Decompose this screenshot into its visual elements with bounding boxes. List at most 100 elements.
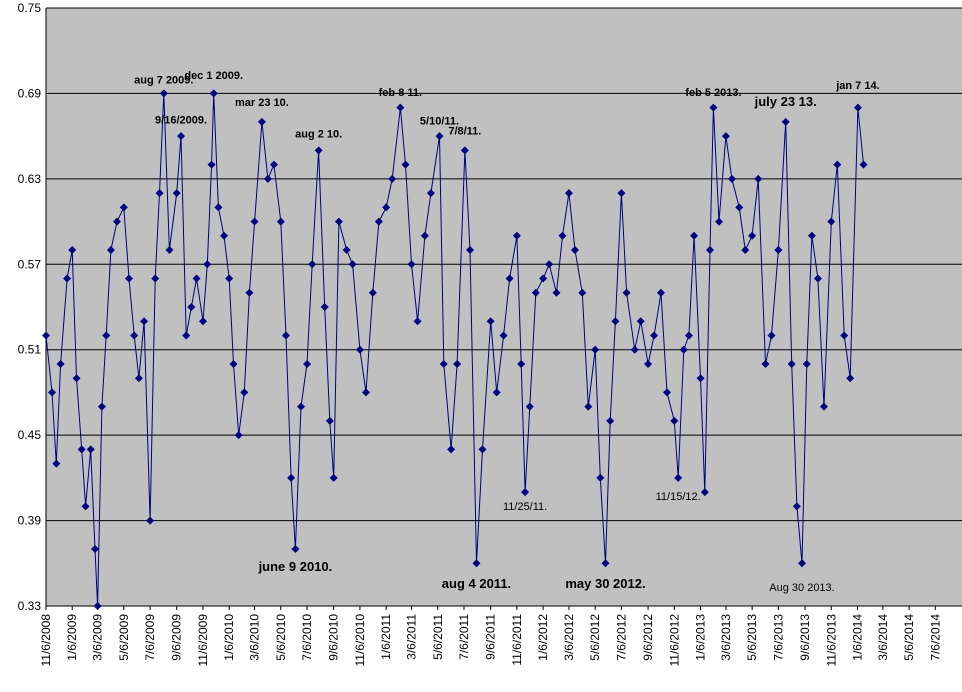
data-point bbox=[802, 359, 811, 368]
annotation-label: dec 1 2009. bbox=[184, 70, 243, 82]
data-point bbox=[584, 402, 593, 411]
data-point bbox=[119, 203, 128, 212]
data-point bbox=[361, 388, 370, 397]
x-tick-label: 5/6/2011 bbox=[431, 614, 445, 660]
data-point bbox=[696, 374, 705, 383]
x-tick-label: 5/6/2009 bbox=[117, 614, 131, 661]
y-tick-labels: 0.33 0.39 0.45 0.51 0.57 0.63 0.69 0.75 bbox=[18, 1, 42, 613]
data-point bbox=[291, 545, 300, 554]
annotation-label: jan 7 14. bbox=[835, 80, 879, 92]
data-point bbox=[151, 274, 160, 283]
x-tick-label: 3/6/2014 bbox=[876, 614, 890, 661]
data-point bbox=[134, 374, 143, 383]
x-tick-label: 3/6/2012 bbox=[562, 614, 576, 661]
data-point bbox=[229, 359, 238, 368]
data-point bbox=[281, 331, 290, 340]
annotation-label: july 23 13. bbox=[754, 94, 817, 109]
x-tick-label: 7/6/2012 bbox=[614, 614, 628, 661]
data-point bbox=[741, 246, 750, 255]
annotation-label: feb 5 2013. bbox=[685, 87, 741, 99]
data-point bbox=[303, 359, 312, 368]
annotation-label: aug 7 2009. bbox=[134, 74, 193, 86]
y-tick-label: 0.57 bbox=[18, 257, 42, 271]
x-tick-labels: 11/6/2008 1/6/2009 3/6/2009 5/6/2009 7/6/200… bbox=[39, 606, 942, 667]
x-tick-label: 7/6/2011 bbox=[457, 614, 471, 660]
x-tick-label: 11/6/2012 bbox=[667, 614, 681, 667]
data-point bbox=[130, 331, 139, 340]
x-tick-label: 7/6/2010 bbox=[300, 614, 314, 661]
data-point bbox=[320, 303, 329, 311]
data-point bbox=[827, 217, 836, 226]
x-tick-label: 3/6/2010 bbox=[248, 614, 262, 661]
data-point bbox=[662, 388, 671, 397]
data-point bbox=[611, 317, 620, 326]
data-point bbox=[42, 331, 50, 340]
x-tick-label: 5/6/2010 bbox=[274, 614, 288, 661]
data-point bbox=[72, 374, 81, 383]
data-point bbox=[102, 331, 111, 340]
y-tick-label: 0.33 bbox=[18, 599, 42, 613]
data-point bbox=[853, 103, 862, 112]
data-point bbox=[388, 174, 397, 183]
x-tick-label: 9/6/2011 bbox=[484, 614, 498, 660]
data-point bbox=[374, 217, 383, 226]
data-point bbox=[679, 345, 688, 354]
data-point bbox=[93, 602, 102, 610]
data-point bbox=[140, 317, 149, 326]
data-point bbox=[329, 473, 338, 482]
x-tick-label: 1/6/2009 bbox=[65, 614, 79, 661]
data-point bbox=[52, 459, 61, 468]
x-tick-label: 7/6/2014 bbox=[928, 614, 942, 661]
data-point bbox=[396, 103, 405, 112]
data-point bbox=[368, 288, 377, 297]
data-point bbox=[297, 402, 306, 411]
x-tick-label: 3/6/2009 bbox=[91, 614, 105, 661]
annotation-label: may 30 2012. bbox=[565, 576, 645, 591]
data-point bbox=[276, 217, 285, 226]
x-tick-label: 9/6/2012 bbox=[641, 614, 655, 661]
y-tick-label: 0.39 bbox=[18, 514, 42, 528]
data-point bbox=[727, 174, 736, 183]
data-point bbox=[314, 146, 323, 155]
data-point bbox=[630, 345, 639, 354]
data-point bbox=[453, 359, 462, 368]
data-point bbox=[715, 217, 724, 226]
data-point bbox=[650, 331, 659, 340]
data-point bbox=[214, 203, 223, 212]
data-point bbox=[91, 545, 100, 554]
data-point bbox=[622, 288, 631, 297]
data-point bbox=[486, 317, 495, 326]
data-point bbox=[86, 445, 95, 454]
data-point bbox=[225, 274, 234, 283]
data-point bbox=[325, 416, 334, 425]
annotation-label: aug 2 10. bbox=[295, 129, 342, 141]
axes bbox=[45, 8, 962, 607]
data-point bbox=[435, 132, 444, 141]
annotation-label: 11/15/12. bbox=[656, 491, 701, 503]
data-point bbox=[596, 473, 605, 482]
annotation-label: 9/16/2009. bbox=[155, 114, 207, 126]
annotation-label: 7/8/11. bbox=[448, 126, 481, 138]
data-point bbox=[401, 160, 410, 169]
data-point bbox=[591, 345, 600, 354]
data-point bbox=[705, 246, 714, 255]
data-point bbox=[250, 217, 259, 226]
data-point bbox=[355, 345, 364, 354]
data-point bbox=[781, 117, 790, 126]
data-point bbox=[426, 189, 435, 198]
data-point bbox=[545, 260, 554, 269]
plot-area bbox=[46, 8, 962, 606]
annotation-label: june 9 2010. bbox=[258, 559, 333, 574]
y-tick-label: 0.75 bbox=[18, 1, 42, 15]
data-point bbox=[466, 246, 475, 255]
y-tick-label: 0.69 bbox=[18, 86, 42, 100]
data-point bbox=[505, 274, 514, 283]
data-point bbox=[840, 331, 849, 340]
data-point bbox=[813, 274, 822, 283]
data-point bbox=[155, 189, 164, 198]
data-point bbox=[159, 89, 168, 98]
data-point bbox=[807, 231, 816, 240]
data-point bbox=[570, 246, 579, 255]
x-tick-label: 3/6/2013 bbox=[719, 614, 733, 661]
